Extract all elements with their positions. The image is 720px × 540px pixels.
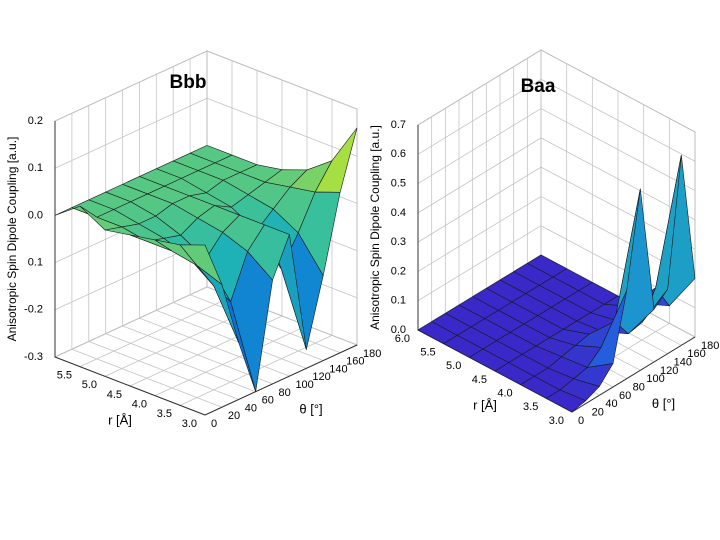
- y-tick-label: 80: [633, 382, 645, 394]
- y-tick-label: 120: [312, 371, 330, 383]
- grid-line: [54, 286, 208, 358]
- chart-title: Baa: [521, 76, 556, 97]
- y-tick-label: 140: [329, 363, 347, 375]
- grid-line: [417, 49, 542, 126]
- y-axis-label: θ [°]: [299, 401, 322, 416]
- y-tick-label: 180: [701, 340, 719, 352]
- x-tick-label: 4.0: [132, 399, 147, 411]
- chart: -0.3 -0.2 0.1 0.0 0.1 0.2 3.0 3.5 4.0 4.5 5.0 5.5 02…: [5, 50, 381, 430]
- z-tick-label: 0.2: [391, 265, 406, 277]
- y-tick-label: 20: [592, 407, 604, 419]
- y-tick-label: 60: [262, 395, 274, 407]
- y-tick-label: 60: [619, 390, 631, 402]
- y-tick-label: 20: [228, 410, 240, 422]
- y-tick-label: 160: [346, 356, 364, 368]
- z-tick-label: 0.2: [28, 115, 43, 127]
- chart-title: Bbb: [170, 72, 207, 93]
- y-tick-label: 40: [605, 398, 617, 410]
- x-axis: [54, 356, 206, 416]
- y-tick-label: 100: [295, 379, 313, 391]
- x-tick-label: 3.5: [157, 408, 172, 420]
- grid-line: [154, 325, 308, 397]
- grid-line: [54, 50, 208, 122]
- surface-cell: [179, 244, 223, 286]
- y-tick-label: 100: [646, 373, 664, 385]
- grid-line: [417, 137, 542, 214]
- z-tick-label: 0.0: [28, 209, 43, 221]
- x-tick-label: 5.5: [420, 347, 435, 359]
- y-tick-label: 40: [245, 402, 257, 414]
- x-tick-label: 6.0: [395, 333, 410, 345]
- z-tick-label: -0.2: [24, 304, 43, 316]
- y-tick-label: 160: [687, 348, 705, 360]
- grid-line: [417, 166, 542, 243]
- z-tick-label: 0.0: [391, 324, 406, 336]
- y-tick-label: 0: [211, 418, 217, 430]
- grid-line: [417, 225, 542, 302]
- y-tick-label: 0: [578, 415, 584, 427]
- x-tick-label: 3.5: [523, 401, 538, 413]
- grid-line: [417, 78, 542, 155]
- z-tick-label: 0.6: [391, 148, 406, 160]
- x-tick-label: 5.0: [446, 360, 461, 372]
- y-tick-label: 140: [674, 357, 692, 369]
- x-tick-label: 4.5: [107, 389, 122, 401]
- x-tick-label: 3.0: [549, 415, 564, 427]
- z-tick-label: 0.7: [391, 119, 406, 131]
- z-tick-label: 0.1: [28, 257, 43, 269]
- x-tick-label: 4.0: [497, 388, 512, 400]
- x-tick-label: 3.0: [182, 418, 197, 430]
- grid-line: [417, 108, 542, 184]
- x-axis-label: r [Å]: [108, 412, 132, 427]
- x-tick-label: 5.0: [82, 379, 97, 391]
- z-axis-label: Anisotropic Spin Dipole Coupling [a.u.]: [5, 137, 19, 342]
- z-tick-label: 0.5: [391, 177, 406, 189]
- z-tick-label: 0.1: [391, 295, 406, 307]
- z-tick-label: -0.3: [24, 351, 43, 363]
- y-axis: [204, 344, 358, 416]
- z-tick-label: 0.4: [391, 207, 406, 219]
- y-axis-label: θ [°]: [652, 396, 675, 411]
- grid-line: [79, 296, 233, 368]
- chart: 0.0 0.1 0.2 0.3 0.4 0.5 0.6 0.7 3.0 3.5 4.0 4.5 5.0 5…: [368, 49, 719, 427]
- surface-cell: [545, 389, 587, 413]
- grid-line: [54, 97, 208, 169]
- y-tick-label: 180: [363, 348, 381, 360]
- y-tick-label: 120: [660, 365, 678, 377]
- y-axis: [571, 336, 696, 413]
- x-tick-label: 4.5: [472, 374, 487, 386]
- x-axis-label: r [Å]: [473, 397, 497, 412]
- x-tick-label: 5.5: [57, 370, 72, 382]
- y-tick-label: 80: [279, 387, 291, 399]
- z-tick-label: 0.3: [391, 236, 406, 248]
- z-axis-label: Anisotropic Spin Dipole Coupling [a.u.]: [368, 125, 382, 330]
- z-tick-label: 0.1: [28, 162, 43, 174]
- grid-line: [417, 196, 542, 272]
